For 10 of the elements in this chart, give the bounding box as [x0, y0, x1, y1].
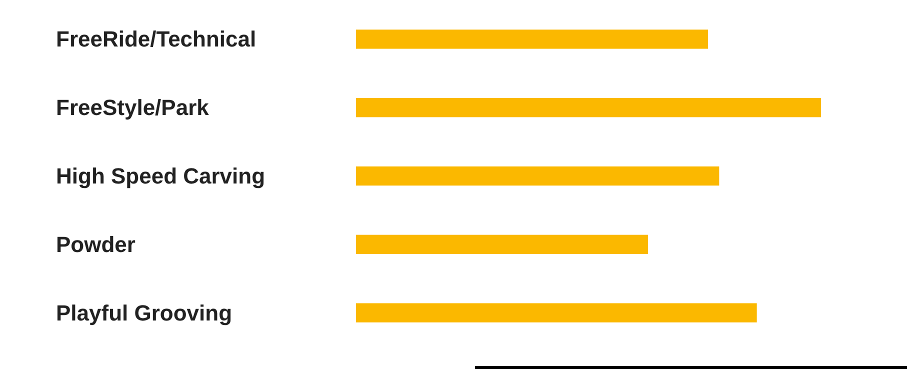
y-tick-label: Playful Grooving	[56, 300, 232, 326]
bar	[356, 303, 757, 322]
bar	[356, 98, 821, 118]
y-tick-label: High Speed Carving	[56, 164, 266, 188]
y-tick-label: Powder	[56, 232, 136, 257]
bar	[356, 30, 708, 49]
bar	[356, 166, 720, 186]
y-tick-label: FreeStyle/Park	[56, 95, 210, 120]
bar	[356, 234, 648, 254]
y-tick-label: FreeRide/Technical	[56, 26, 256, 52]
